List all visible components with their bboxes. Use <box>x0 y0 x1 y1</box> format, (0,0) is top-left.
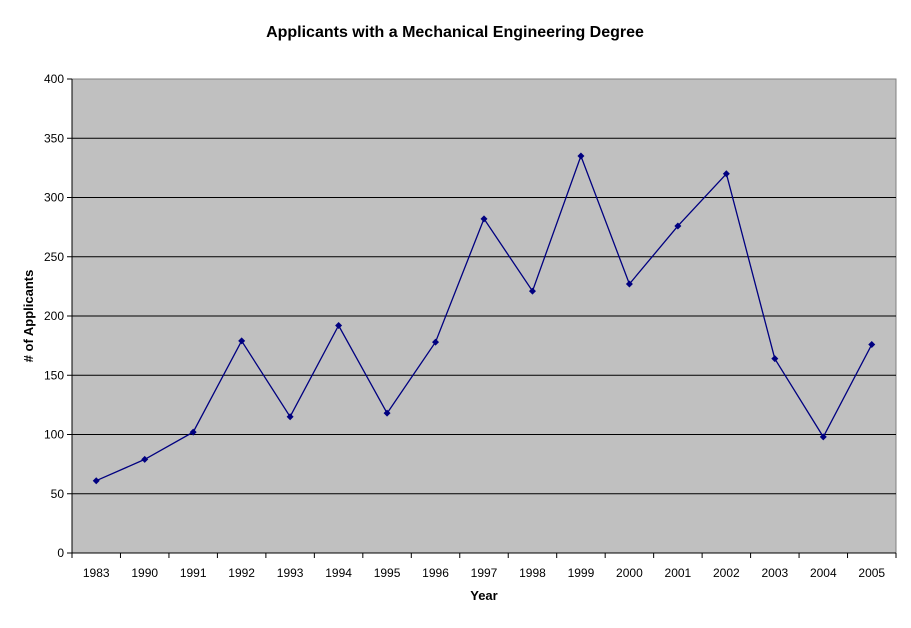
data-point <box>625 280 633 288</box>
x-tick-label: 1993 <box>277 566 304 580</box>
x-tick-label: 1994 <box>325 566 352 580</box>
x-tick-label: 1995 <box>374 566 401 580</box>
y-tick-label: 250 <box>44 250 64 264</box>
data-point <box>432 338 440 346</box>
x-tick-label: 1991 <box>180 566 207 580</box>
data-point <box>238 337 246 345</box>
data-point <box>528 287 536 295</box>
x-axis-title: Year <box>470 588 497 603</box>
chart-title: Applicants with a Mechanical Engineering… <box>266 24 644 41</box>
data-point <box>92 477 100 485</box>
data-point <box>722 170 730 178</box>
data-point <box>480 215 488 223</box>
axes: 0 50 100 150 200 250 300 350 400 1983 1990 1991 1992… <box>44 72 897 580</box>
y-tick-label: 400 <box>44 72 64 86</box>
series-markers <box>92 152 876 485</box>
y-tick-label: 150 <box>44 368 64 382</box>
y-tick-label: 200 <box>44 309 64 323</box>
y-tick-label: 300 <box>44 191 64 205</box>
x-tick-label: 1999 <box>568 566 595 580</box>
x-tick-label: 2000 <box>616 566 643 580</box>
y-tick-label: 0 <box>57 546 64 560</box>
data-point <box>286 413 294 421</box>
data-point <box>141 455 149 463</box>
data-point <box>819 433 827 441</box>
x-tick-label: 1996 <box>422 566 449 580</box>
data-point <box>383 409 391 417</box>
y-axis-title: # of Applicants <box>21 270 36 363</box>
data-point <box>335 321 343 329</box>
x-tick-label: 2001 <box>665 566 692 580</box>
data-point <box>577 152 585 160</box>
y-tick-label: 350 <box>44 131 64 145</box>
x-tick-label: 2003 <box>761 566 788 580</box>
data-point <box>189 428 197 436</box>
x-tick-label: 1983 <box>83 566 110 580</box>
y-tick-label: 50 <box>51 487 65 501</box>
x-tick-label: 1990 <box>131 566 158 580</box>
x-tick-label: 2002 <box>713 566 740 580</box>
x-tick-label: 1998 <box>519 566 546 580</box>
x-tick-label: 2005 <box>858 566 885 580</box>
x-tick-label: 1997 <box>471 566 498 580</box>
gridlines <box>72 137 896 495</box>
data-point <box>771 355 779 363</box>
x-tick-label: 2004 <box>810 566 837 580</box>
y-tick-label: 100 <box>44 428 64 442</box>
data-point <box>868 340 876 348</box>
data-point <box>674 222 682 230</box>
x-tick-label: 1992 <box>228 566 255 580</box>
